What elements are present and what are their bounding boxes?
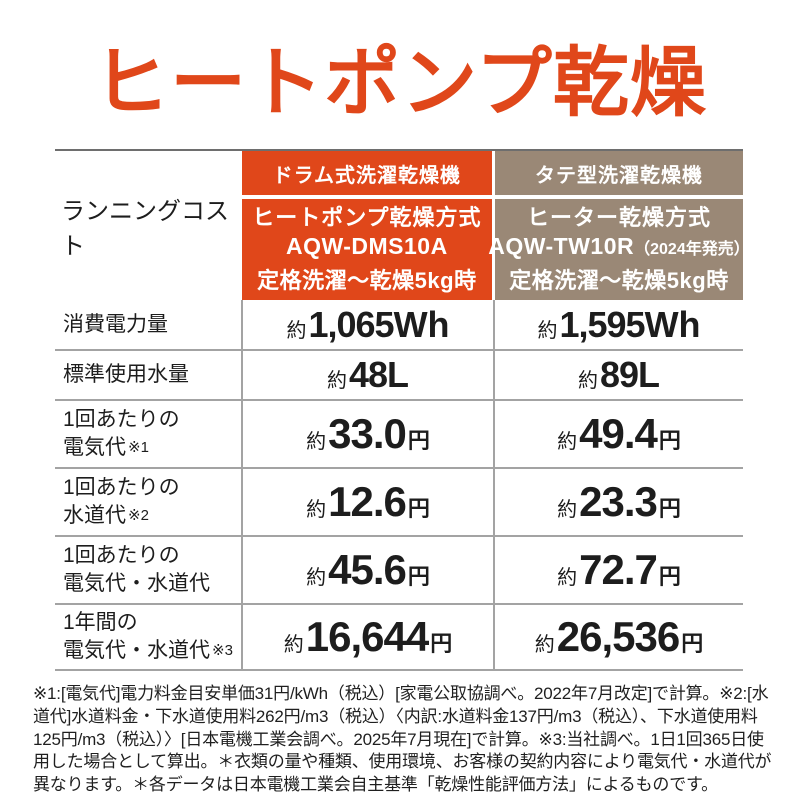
row-label-text: 電気代 (63, 436, 126, 459)
page-title: ヒートポンプ乾燥 (93, 41, 707, 126)
row-label-text: 電気代・水道代 (63, 639, 210, 662)
running-cost-comparison-table: ランニングコスト ドラム式洗濯乾燥機 ヒートポンプ乾燥方式 AQW-DMS10A… (55, 149, 750, 671)
value-cell: 約12.6円 (243, 469, 495, 535)
value-unit: 円 (430, 631, 453, 656)
value-unit: 円 (681, 631, 704, 656)
column-header-drum: ドラム式洗濯乾燥機 ヒートポンプ乾燥方式 AQW-DMS10A 定格洗濯～乾燥5… (241, 151, 492, 300)
value-number: 23.3 (579, 478, 658, 525)
table-header: ランニングコスト ドラム式洗濯乾燥機 ヒートポンプ乾燥方式 AQW-DMS10A… (55, 149, 750, 300)
row-label-text: 1回あたりの (63, 544, 180, 568)
row-label: 1回あたりの 電気代 ※1 (55, 401, 243, 467)
table-row: 1回あたりの 水道代 ※2 約12.6円 約23.3円 (55, 469, 743, 537)
model-number: AQW-TW10R (488, 233, 635, 260)
footnote-marker: ※2 (128, 507, 149, 524)
table-row: 標準使用水量 約48L 約89L (55, 351, 743, 401)
model-release-note: （2024年発売） (634, 241, 750, 259)
value-number: 26,536 (556, 613, 680, 660)
value-cell: 約48L (243, 351, 495, 399)
column-type-label: ドラム式洗濯乾燥機 (241, 151, 492, 195)
value-cell: 約49.4円 (495, 401, 743, 467)
row-label-text: 水道代 (63, 504, 126, 527)
approx-prefix: 約 (306, 499, 327, 521)
approx-prefix: 約 (534, 634, 555, 656)
approx-prefix: 約 (306, 567, 327, 589)
footnote-marker: ※1 (128, 439, 149, 456)
test-condition: 定格洗濯～乾燥5kg時 (509, 267, 729, 293)
model-line: AQW-TW10R（2024年発売） (488, 233, 749, 259)
approx-prefix: 約 (557, 431, 578, 453)
value-unit: 円 (407, 428, 430, 453)
row-label: 1回あたりの 電気代・水道代 (55, 537, 243, 603)
model-number: AQW-DMS10A (286, 233, 448, 260)
value-unit: L (638, 354, 661, 395)
approx-prefix: 約 (286, 319, 307, 342)
row-label-text: 1年間の (63, 611, 138, 635)
value-unit: 円 (658, 428, 681, 453)
test-condition: 定格洗濯～乾燥5kg時 (257, 267, 477, 293)
footnote-marker: ※3 (212, 642, 233, 659)
row-label-text: 1回あたりの (63, 408, 180, 432)
row-label: 標準使用水量 (55, 351, 243, 399)
value-unit: 円 (407, 564, 430, 589)
value-cell: 約45.6円 (243, 537, 495, 603)
approx-prefix: 約 (557, 499, 578, 521)
approx-prefix: 約 (283, 634, 304, 656)
value-unit: 円 (658, 496, 681, 521)
column-subheader: ヒートポンプ乾燥方式 AQW-DMS10A 定格洗濯～乾燥5kg時 (241, 199, 492, 300)
table-row: 1回あたりの 電気代・水道代 約45.6円 約72.7円 (55, 537, 743, 605)
drying-method: ヒートポンプ乾燥方式 (252, 205, 482, 231)
value-number: 72.7 (579, 546, 658, 593)
corner-label: ランニングコスト (61, 197, 229, 260)
row-label: 1回あたりの 水道代 ※2 (55, 469, 243, 535)
table-row: 1年間の 電気代・水道代 ※3 約16,644円 約26,536円 (55, 605, 743, 671)
value-unit: 円 (407, 496, 430, 521)
approx-prefix: 約 (306, 431, 327, 453)
footnote-text: ※1:[電気代]電力料金目安単価31円/kWh（税込）[家電公取協調べ。2022… (33, 684, 772, 795)
approx-prefix: 約 (577, 370, 598, 392)
value-cell: 約16,644円 (243, 605, 495, 669)
row-label: 消費電力量 (55, 300, 243, 349)
row-label-text: 標準使用水量 (63, 363, 189, 387)
value-unit: Wh (393, 303, 450, 345)
approx-prefix: 約 (537, 319, 558, 342)
value-cell: 約26,536円 (495, 605, 743, 669)
value-number: 45.6 (328, 546, 407, 593)
column-type-label: タテ型洗濯乾燥機 (495, 151, 743, 195)
model-line: AQW-DMS10A (286, 233, 448, 259)
value-number: 89 (599, 354, 639, 395)
drying-method: ヒーター乾燥方式 (526, 205, 711, 231)
value-number: 48 (348, 354, 388, 395)
value-cell: 約23.3円 (495, 469, 743, 535)
column-header-vertical: タテ型洗濯乾燥機 ヒーター乾燥方式 AQW-TW10R（2024年発売） 定格洗… (488, 151, 750, 300)
table-row: 1回あたりの 電気代 ※1 約33.0円 約49.4円 (55, 401, 743, 469)
value-unit: Wh (644, 303, 701, 345)
row-label-text: 1回あたりの (63, 476, 180, 500)
value-cell: 約89L (495, 351, 743, 399)
value-unit: L (387, 354, 410, 395)
value-number: 49.4 (579, 410, 658, 457)
table-row: 消費電力量 約1,065Wh 約1,595Wh (55, 300, 743, 351)
row-label: 1年間の 電気代・水道代 ※3 (55, 605, 243, 669)
value-number: 1,065 (308, 303, 394, 345)
value-number: 33.0 (328, 410, 407, 457)
value-unit: 円 (658, 564, 681, 589)
approx-prefix: 約 (326, 370, 347, 392)
value-number: 16,644 (305, 613, 429, 660)
column-subheader: ヒーター乾燥方式 AQW-TW10R（2024年発売） 定格洗濯～乾燥5kg時 (488, 199, 750, 300)
value-cell: 約1,065Wh (243, 300, 495, 349)
value-cell: 約72.7円 (495, 537, 743, 603)
value-cell: 約1,595Wh (495, 300, 743, 349)
value-cell: 約33.0円 (243, 401, 495, 467)
value-number: 1,595 (559, 303, 645, 345)
approx-prefix: 約 (557, 567, 578, 589)
row-label-text: 電気代・水道代 (63, 572, 210, 595)
row-label-text: 消費電力量 (63, 312, 168, 336)
value-number: 12.6 (328, 478, 407, 525)
